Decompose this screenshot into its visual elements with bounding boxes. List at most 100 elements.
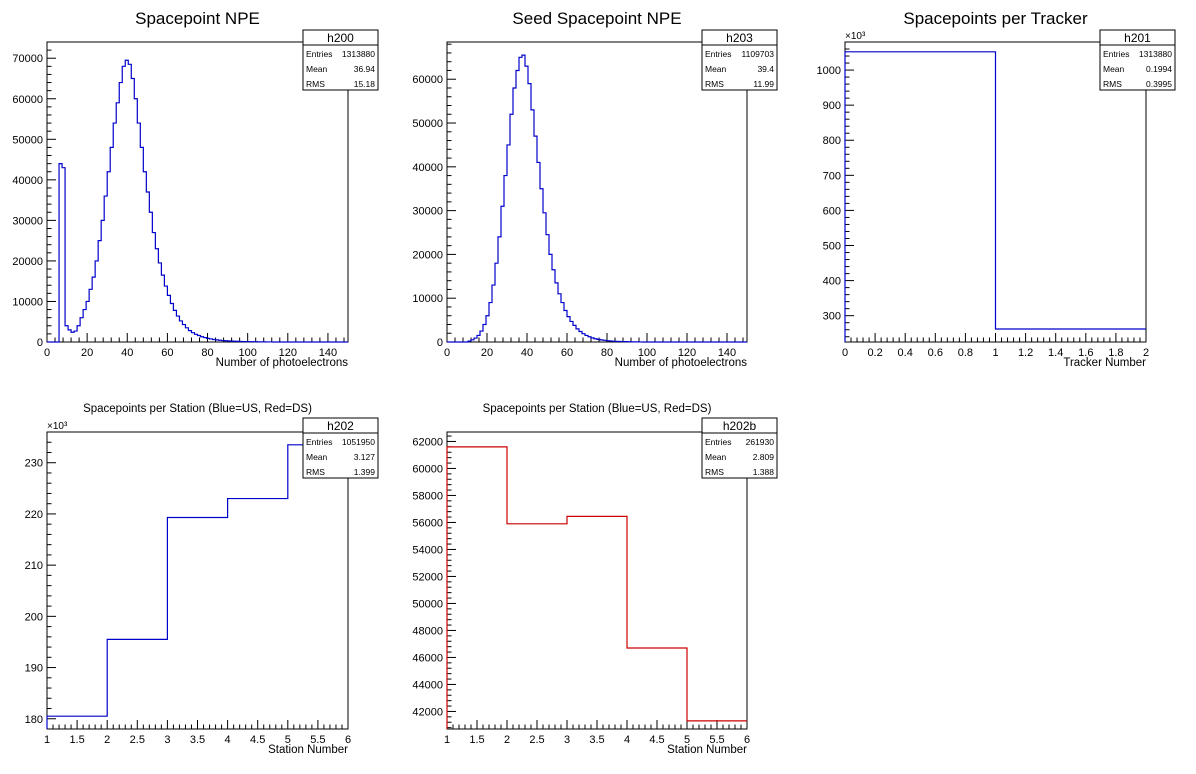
y-tick-label: 700 [823, 170, 841, 182]
x-tick-label: 0 [44, 347, 50, 359]
x-tick-label: 2 [504, 734, 510, 746]
x-tick-label: 0.8 [958, 347, 973, 359]
stats-box-frame [302, 29, 379, 91]
stats-label: Entries [705, 437, 731, 447]
y-tick-label: 42000 [412, 706, 443, 718]
x-axis-title: Station Number [268, 744, 348, 756]
x-tick-label: 2 [1143, 347, 1149, 359]
x-tick-label: 2 [104, 734, 110, 746]
x-tick-label: 5.5 [709, 734, 724, 746]
x-tick-label: 5 [684, 734, 690, 746]
x-tick-label: 4.5 [649, 734, 664, 746]
y-tick-label: 62000 [412, 436, 443, 448]
stats-box: h200 Entries 1313880 Mean 36.94 RMS 15.18 [302, 29, 379, 91]
y-axis-multiplier: ×10³ [47, 421, 68, 432]
stats-box-frame [1099, 29, 1176, 91]
stats-value: 36.94 [354, 64, 376, 74]
stats-label: Mean [306, 64, 328, 74]
chart-title: Spacepoints per Station (Blue=US, Red=DS… [83, 403, 312, 415]
y-tick-label: 40000 [12, 175, 43, 187]
x-tick-label: 40 [121, 347, 133, 359]
y-tick-label: 54000 [412, 544, 443, 556]
x-tick-label: 100 [238, 347, 256, 359]
y-tick-label: 220 [25, 509, 43, 521]
stats-box-frame [701, 417, 778, 479]
x-tick-label: 6 [345, 734, 351, 746]
stats-value: 1.399 [354, 467, 376, 477]
x-tick-label: 0.6 [928, 347, 943, 359]
stats-value: 1109703 [742, 49, 775, 59]
y-tick-label: 48000 [412, 625, 443, 637]
x-tick-label: 6 [744, 734, 750, 746]
y-tick-label: 52000 [412, 571, 443, 583]
stats-histogram-name: h200 [327, 31, 354, 45]
y-tick-label: 400 [823, 276, 841, 288]
stats-value: 2.809 [753, 452, 775, 462]
x-tick-label: 100 [638, 347, 656, 359]
x-tick-label: 1.6 [1078, 347, 1093, 359]
x-axis-title: Tracker Number [1063, 357, 1146, 369]
x-tick-label: 20 [81, 347, 93, 359]
stats-value: 1313880 [1139, 49, 1172, 59]
stats-box-frame [302, 417, 379, 479]
x-tick-label: 1.4 [1048, 347, 1063, 359]
stats-value: 3.127 [354, 452, 376, 462]
stats-value: 261930 [746, 437, 775, 447]
y-tick-label: 230 [25, 458, 43, 470]
y-tick-label: 10000 [12, 296, 43, 308]
x-tick-label: 1.8 [1108, 347, 1123, 359]
x-tick-label: 1 [992, 347, 998, 359]
plot-frame [46, 41, 349, 343]
y-tick-label: 70000 [12, 53, 43, 65]
stats-label: Entries [1103, 49, 1129, 59]
histogram-panel: Spacepoint NPE 0 20 40 60 80 100 120 140 0 10000 20… [12, 9, 379, 369]
y-tick-label: 56000 [412, 517, 443, 529]
x-tick-label: 5.5 [310, 734, 325, 746]
y-tick-label: 200 [25, 611, 43, 623]
x-tick-label: 60 [161, 347, 173, 359]
stats-value: 15.18 [354, 79, 376, 89]
x-tick-label: 140 [319, 347, 337, 359]
x-tick-label: 80 [201, 347, 213, 359]
stats-histogram-name: h203 [726, 31, 753, 45]
x-tick-label: 3.5 [589, 734, 604, 746]
stats-value: 1313880 [342, 49, 375, 59]
stats-label: Mean [705, 452, 727, 462]
x-tick-label: 120 [279, 347, 297, 359]
chart-title: Spacepoints per Station (Blue=US, Red=DS… [483, 403, 712, 415]
stats-label: Mean [705, 64, 727, 74]
stats-label: Entries [705, 49, 731, 59]
y-tick-label: 50000 [12, 134, 43, 146]
stats-value: 11.99 [753, 79, 774, 89]
y-tick-label: 30000 [12, 215, 43, 227]
y-tick-label: 1000 [817, 65, 841, 77]
stats-label: RMS [705, 467, 724, 477]
y-tick-label: 180 [25, 714, 43, 726]
y-tick-label: 50000 [412, 598, 443, 610]
x-tick-label: 4 [624, 734, 630, 746]
y-tick-label: 190 [25, 663, 43, 675]
stats-histogram-name: h202 [327, 419, 354, 433]
stats-box: h201 Entries 1313880 Mean 0.1994 RMS 0.3995 [1099, 29, 1176, 91]
y-tick-label: 58000 [412, 490, 443, 502]
x-tick-label: 1 [444, 734, 450, 746]
stats-label: RMS [306, 467, 325, 477]
y-tick-label: 500 [823, 241, 841, 253]
x-tick-label: 60 [561, 347, 573, 359]
histogram-line [446, 446, 747, 729]
stats-label: Mean [1103, 64, 1125, 74]
stats-histogram-name: h201 [1124, 31, 1151, 45]
stats-label: Entries [306, 437, 332, 447]
x-tick-label: 0.2 [867, 347, 882, 359]
stats-label: RMS [1103, 79, 1122, 89]
y-axis-multiplier: ×10³ [845, 31, 866, 42]
y-tick-label: 20000 [12, 256, 43, 268]
x-tick-label: 1 [44, 734, 50, 746]
x-tick-label: 1.5 [469, 734, 484, 746]
stats-box: h202 Entries 1051950 Mean 3.127 RMS 1.399 [302, 417, 379, 479]
stats-box-frame [701, 29, 778, 91]
x-tick-label: 0.4 [898, 347, 913, 359]
y-tick-label: 60000 [412, 74, 443, 86]
x-tick-label: 2.5 [130, 734, 145, 746]
stats-value: 0.1994 [1146, 64, 1172, 74]
